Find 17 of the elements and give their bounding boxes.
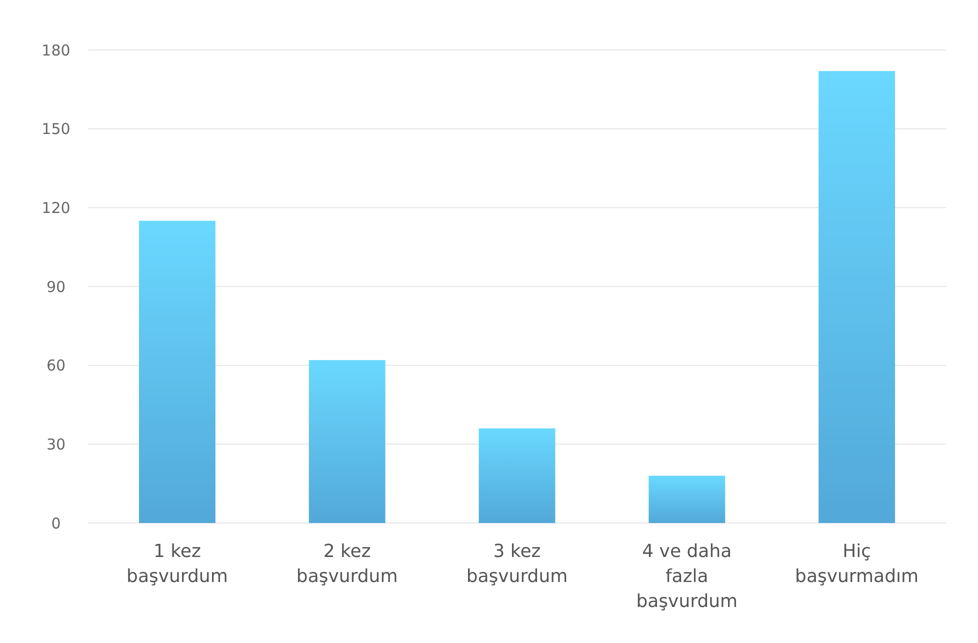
y-tick-label: 60 <box>46 356 66 375</box>
y-tick-label: 0 <box>51 514 61 532</box>
x-tick-label: 1 kez başvurdum <box>126 541 228 587</box>
bar <box>308 360 386 523</box>
y-tick-label: 90 <box>46 278 66 296</box>
x-tick-label: Hiç başvurmadım <box>795 541 919 587</box>
bar <box>478 428 556 523</box>
y-tick-label: 30 <box>46 435 66 454</box>
x-tick-label: 2 kez başvurdum <box>296 541 398 587</box>
y-tick-label: 120 <box>42 198 70 217</box>
y-tick-label: 180 <box>42 41 70 60</box>
y-tick-label: 150 <box>42 120 70 138</box>
bar <box>818 71 896 523</box>
bar <box>138 220 216 523</box>
bar <box>648 476 726 523</box>
x-tick-label: 4 ve daha fazla başvurdum <box>636 541 738 612</box>
x-tick-label: 3 kez başvurdum <box>466 541 568 587</box>
